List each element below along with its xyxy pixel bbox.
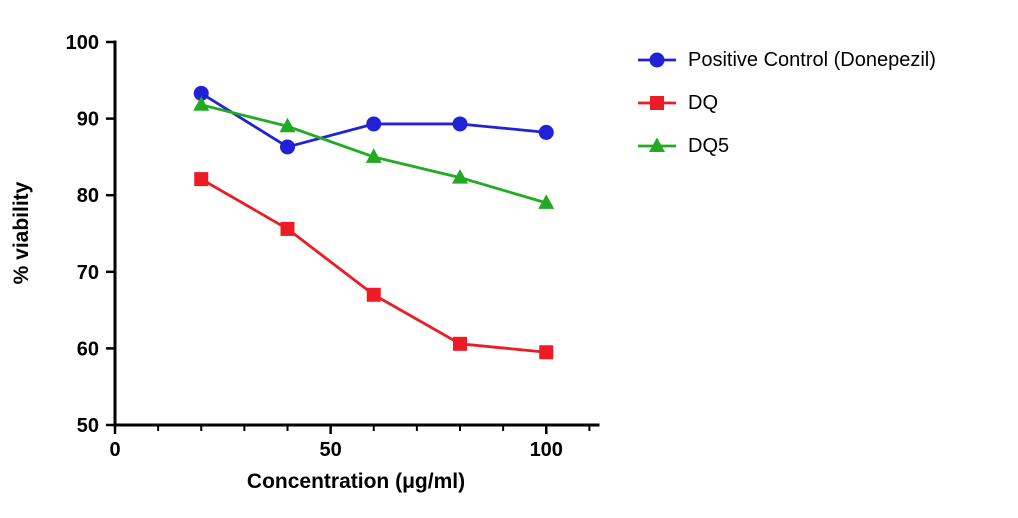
legend-item-dq: DQ [636,89,936,117]
svg-text:90: 90 [77,109,99,131]
svg-text:60: 60 [77,338,99,360]
chart-legend: Positive Control (Donepezil) DQ DQ5 [636,46,936,160]
legend-label: Positive Control (Donepezil) [688,48,936,71]
legend-item-positive-control: Positive Control (Donepezil) [636,46,936,74]
legend-marker-square-icon [638,96,676,110]
svg-text:50: 50 [320,439,342,461]
svg-text:80: 80 [77,185,99,207]
x-axis-title: Concentration (μg/ml) [246,470,466,493]
legend-label: DQ5 [688,134,730,157]
legend-label: DQ [688,91,718,114]
y-axis-title: % viability [10,181,33,285]
svg-text:100: 100 [530,439,563,461]
legend-marker-triangle-icon [638,137,676,152]
legend-item-dq5: DQ5 [636,132,936,160]
legend-marker-circle-icon [638,52,676,68]
svg-text:100: 100 [66,32,99,54]
svg-text:70: 70 [77,262,99,284]
svg-text:0: 0 [109,439,120,461]
svg-text:50: 50 [77,415,99,437]
